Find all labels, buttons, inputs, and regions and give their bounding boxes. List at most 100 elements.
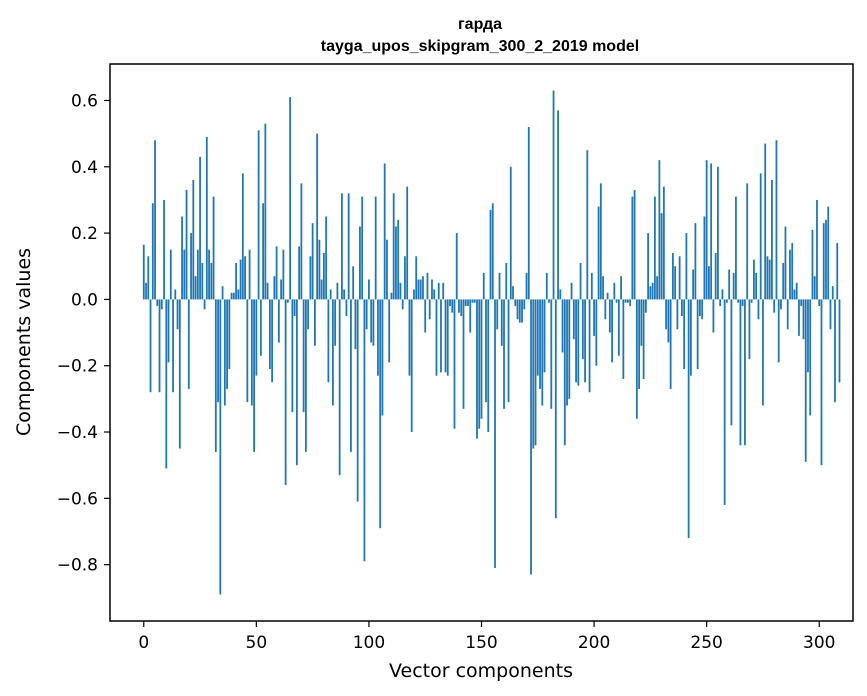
bar [780,299,782,310]
bar [597,206,600,300]
bar [433,289,436,300]
bar [309,256,312,300]
bar [793,289,796,300]
bar [392,193,395,300]
bar [692,269,695,300]
bar [516,299,519,320]
bar [782,262,785,300]
bar [253,299,255,452]
bar [602,276,604,300]
bar [615,299,618,303]
bar [185,189,188,300]
bar [816,199,818,300]
bar [552,90,555,300]
bar [307,299,310,330]
bar [415,256,418,300]
bar [408,299,411,376]
bar [239,259,242,300]
bar [656,276,659,300]
bar [584,299,586,383]
bar [489,209,492,300]
bar [453,299,456,429]
bar [325,216,328,300]
bar [789,249,791,300]
bar [167,299,170,363]
bar [678,256,681,300]
bar [685,233,688,300]
y-tick-label: −0.6 [57,489,98,509]
bar [532,299,535,449]
bar [719,299,722,307]
bar [487,299,490,433]
bar [399,282,402,300]
bar [699,299,701,316]
bar [705,160,708,300]
bar [827,206,830,300]
x-axis-ticks: 0 50 100 150 200 250 300 [138,621,835,653]
bar [595,299,598,366]
bar [638,299,641,389]
bar [284,299,287,486]
bar [635,299,638,419]
y-tick-label: −0.8 [57,556,98,576]
bar [262,203,264,300]
bar [295,299,298,466]
bar [320,279,323,300]
bar [539,299,541,389]
y-tick-label: 0.4 [71,158,98,178]
bar [149,299,152,393]
bar [791,243,794,300]
bar [491,203,494,300]
bar [509,166,512,300]
bar [338,299,341,476]
bar [273,276,276,300]
bar [424,299,427,333]
bar [379,299,382,529]
bar [464,299,467,307]
bar [199,156,201,300]
bar [322,252,325,300]
bar [559,289,562,300]
bar [710,163,713,300]
x-tick-label: 200 [578,633,610,653]
bar [397,219,400,300]
bar [644,299,647,313]
bar [550,299,553,409]
bar [613,282,616,300]
bar [577,299,580,386]
bar [192,180,195,300]
bar [703,216,706,300]
x-tick-label: 50 [246,633,268,653]
bar [300,183,303,300]
bar [226,299,228,389]
bar [536,299,539,376]
bar [440,299,442,373]
bar [462,299,465,409]
bar [784,226,787,300]
bar [498,272,501,300]
bar [244,256,246,300]
bar [662,186,665,300]
bar [473,299,476,303]
bar [187,299,190,389]
bar [395,226,397,300]
bar [575,299,577,383]
bar [313,299,316,346]
bar [241,173,244,300]
bar [505,262,508,300]
bar [786,299,789,330]
bar [649,286,652,300]
bar [804,299,807,462]
bar [435,299,438,376]
x-tick-label: 0 [138,633,149,653]
bar [809,299,812,416]
bar [825,219,827,300]
bar [212,196,215,300]
bar [449,299,451,307]
bar [593,299,595,336]
bar [588,299,591,393]
bar [696,299,699,370]
bar [257,130,260,300]
bar [237,289,240,300]
bar [194,276,197,300]
